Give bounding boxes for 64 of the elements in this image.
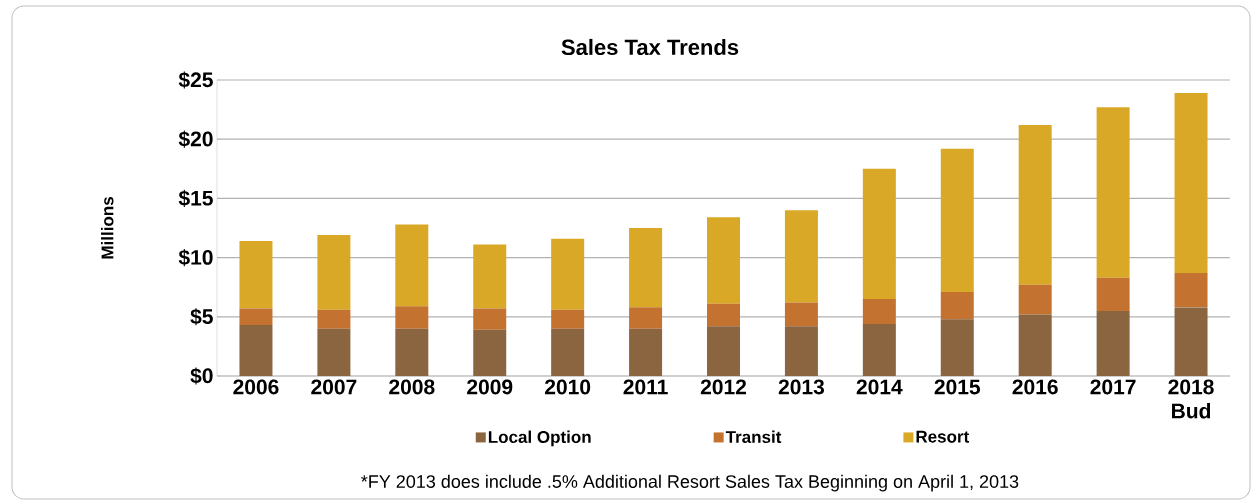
x-tick-label: 2007: [311, 379, 357, 395]
bar: [239, 325, 273, 376]
bar: [317, 328, 351, 376]
bar: [940, 319, 974, 376]
x-tick-label: 2011: [623, 379, 668, 395]
bar: [1096, 107, 1130, 278]
bar: [862, 168, 896, 300]
y-tick-label: $5: [190, 308, 213, 326]
legend-label: Transit: [725, 430, 782, 444]
x-tick-label: 2015: [934, 379, 981, 395]
x-tick-label: 2009: [467, 379, 513, 395]
chart-title: Sales Tax Trends: [561, 38, 739, 56]
bar: [1174, 93, 1208, 273]
bar: [239, 308, 273, 326]
x-tick-label: 2010: [545, 379, 591, 395]
x-tick-label: 2016: [1012, 379, 1058, 395]
x-tick-label: 2006: [233, 379, 279, 395]
bar: [551, 328, 585, 376]
bar: [629, 307, 663, 329]
bar: [862, 323, 896, 376]
bar: [551, 238, 585, 310]
bar: [784, 326, 818, 376]
bar: [1018, 314, 1052, 376]
bar: [629, 228, 663, 308]
bar: [317, 235, 351, 310]
y-tick-label: $25: [178, 71, 213, 89]
x-tick-label: 2018 Bud: [1168, 379, 1214, 419]
x-tick-label: 2017: [1090, 379, 1136, 395]
x-tick-label: 2012: [700, 379, 747, 395]
y-axis-title: Millions: [100, 197, 114, 259]
bar: [1018, 124, 1052, 285]
bar: [784, 210, 818, 303]
bar: [1096, 310, 1130, 376]
bar: [629, 328, 663, 376]
bar: [395, 306, 429, 329]
bar: [239, 241, 273, 309]
bar: [1096, 277, 1130, 311]
bar: [1018, 284, 1052, 315]
x-tick-label: 2013: [778, 379, 825, 395]
text: *FY 2013 does include .5% Additional Resort Sales Tax Beginning on April 1, 2013: [361, 474, 1019, 492]
legend-label: Resort: [916, 430, 970, 443]
bar: [707, 326, 740, 376]
bar: [395, 328, 429, 376]
bar: [395, 224, 429, 307]
x-tick-label: 2014: [856, 379, 903, 395]
y-tick-label: $0: [190, 367, 213, 385]
bar: [1174, 307, 1208, 376]
bar: [707, 217, 740, 304]
bar: [862, 299, 896, 324]
x-tick-label: 2008: [389, 379, 435, 395]
y-tick-label: $15: [178, 189, 213, 207]
y-tick-label: $10: [178, 249, 213, 267]
bar: [1174, 272, 1208, 308]
y-tick-label: $20: [178, 130, 213, 148]
bar: [784, 302, 818, 327]
legend-label: Local Option: [488, 430, 591, 447]
bar: [317, 309, 351, 329]
bar: [940, 291, 974, 320]
bar: [707, 303, 740, 327]
bar: [940, 148, 974, 292]
bar: [473, 329, 507, 376]
bar: [473, 244, 507, 309]
bar: [473, 308, 507, 330]
bar: [551, 309, 585, 329]
